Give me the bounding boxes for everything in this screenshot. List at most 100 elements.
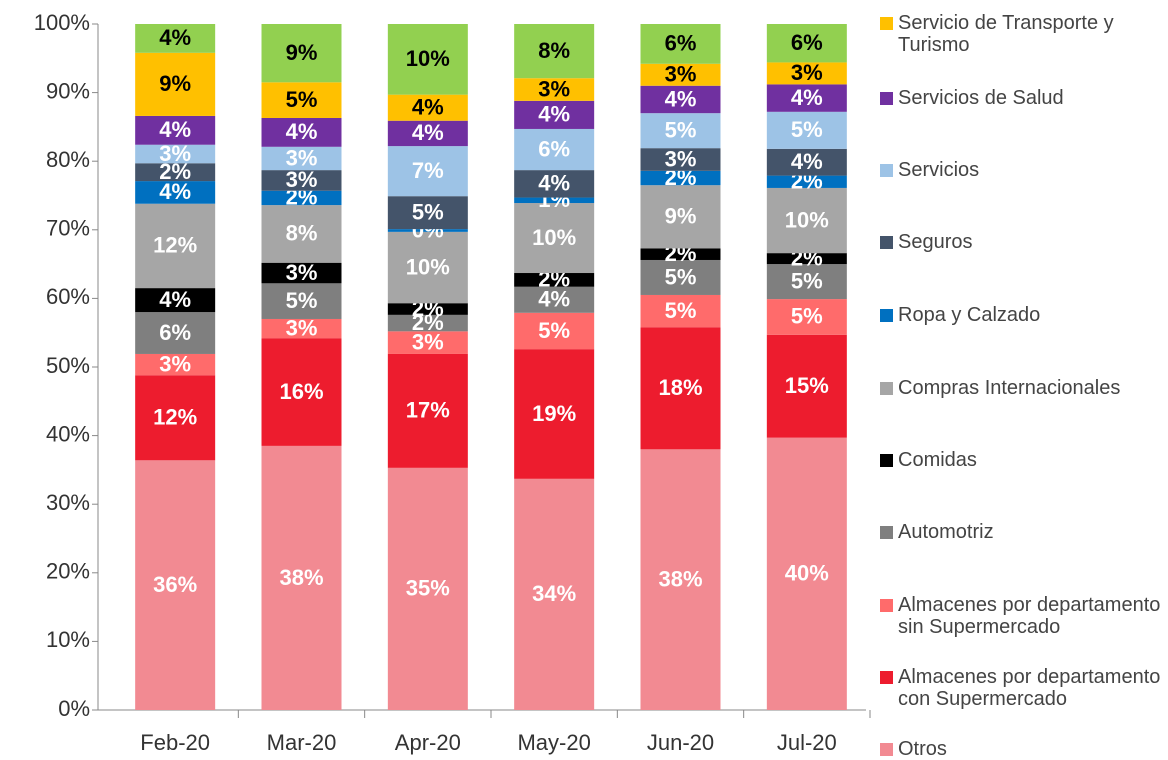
bar-segment: [766, 175, 847, 188]
legend-label: Comidas: [898, 449, 977, 471]
data-label: 3%: [665, 146, 697, 171]
bar-segment: [135, 353, 216, 376]
bar-segment: [135, 115, 216, 145]
data-label: 10%: [406, 254, 450, 279]
bar-segment: [261, 338, 342, 446]
data-label: 6%: [538, 136, 570, 161]
data-label: 4%: [665, 86, 697, 111]
data-label: 10%: [406, 46, 450, 71]
legend-swatch: [880, 309, 893, 322]
bar-segment: [135, 288, 216, 313]
bar-segment: [514, 170, 595, 198]
bar-segment: [261, 146, 342, 171]
bar-segment: [766, 334, 847, 438]
bar-segment: [387, 353, 468, 468]
data-label: 4%: [791, 85, 823, 110]
data-label: 3%: [791, 60, 823, 85]
legend-label: Automotriz: [898, 521, 994, 543]
bar-segment: [261, 190, 342, 206]
data-label: 6%: [159, 320, 191, 345]
data-label: 6%: [665, 31, 697, 56]
legend-swatch: [880, 164, 893, 177]
data-label: 4%: [159, 287, 191, 312]
data-label: 19%: [532, 401, 576, 426]
y-tick-label: 20%: [46, 559, 90, 584]
data-label: 5%: [412, 199, 444, 224]
legend-swatch: [880, 454, 893, 467]
bar-segment: [640, 294, 721, 328]
bar-segment: [640, 327, 721, 450]
data-label: 5%: [286, 87, 318, 112]
data-label: 3%: [159, 141, 191, 166]
legend-label: Seguros: [898, 231, 973, 253]
data-label: 5%: [665, 298, 697, 323]
data-label: 3%: [286, 167, 318, 192]
data-label: 12%: [153, 405, 197, 430]
x-tick-label: Jun-20: [647, 730, 714, 755]
bar-segment: [766, 299, 847, 335]
data-label: 15%: [785, 373, 829, 398]
legend-swatch: [880, 599, 893, 612]
data-label: 4%: [412, 95, 444, 120]
legend-label: Almacenes por departamento con Supermerc…: [898, 666, 1161, 710]
data-label: 10%: [785, 207, 829, 232]
bar-segment: [766, 264, 847, 300]
legend-label: Servicios: [898, 159, 980, 181]
y-tick-label: 70%: [46, 216, 90, 241]
bar-segment: [387, 196, 468, 230]
bar-segment: [514, 478, 595, 710]
bar-segment: [514, 197, 595, 204]
legend-item: Almacenes por departamento con Supermerc…: [880, 666, 1168, 710]
bar-segment: [766, 111, 847, 149]
y-tick-label: 0%: [58, 696, 90, 721]
data-label: 3%: [159, 351, 191, 376]
bar-segment: [135, 144, 216, 164]
legend-swatch: [880, 92, 893, 105]
legend-label: Compras Internacionales: [898, 377, 1121, 399]
legend-swatch: [880, 236, 893, 249]
y-tick-label: 50%: [46, 353, 90, 378]
bar-segment: [135, 375, 216, 461]
legend-item: Seguros: [880, 231, 1168, 253]
bar-segment: [135, 460, 216, 710]
bar-segment: [514, 349, 595, 479]
data-label: 3%: [286, 315, 318, 340]
x-tick-label: Mar-20: [267, 730, 337, 755]
y-tick-label: 60%: [46, 284, 90, 309]
bar-segment: [640, 248, 721, 260]
bar-segment: [640, 24, 721, 64]
bar-segment: [640, 85, 721, 114]
bar-segment: [514, 128, 595, 171]
data-label: 5%: [791, 268, 823, 293]
bar-segment: [640, 259, 721, 295]
data-label: 8%: [538, 38, 570, 63]
legend-label: Otros: [898, 738, 947, 760]
bar-segment: [261, 283, 342, 319]
y-tick-label: 40%: [46, 421, 90, 446]
bar-segment: [766, 148, 847, 176]
bar-segment: [135, 24, 216, 53]
data-label: 5%: [791, 117, 823, 142]
legend-item: Servicios: [880, 159, 1168, 181]
bar-segment: [261, 205, 342, 263]
bar-segment: [514, 24, 595, 79]
bar-segment: [135, 203, 216, 289]
data-label: 4%: [286, 119, 318, 144]
bar-segment: [514, 286, 595, 313]
bar-segment: [387, 24, 468, 95]
bar-segment: [766, 437, 847, 710]
legend-item: Comidas: [880, 449, 1168, 471]
data-label: 7%: [412, 158, 444, 183]
bar-segment: [387, 467, 468, 710]
data-label: 5%: [665, 264, 697, 289]
y-tick-label: 80%: [46, 147, 90, 172]
bar-segment: [261, 24, 342, 83]
legend-swatch: [880, 526, 893, 539]
legend-item: Compras Internacionales: [880, 377, 1168, 399]
data-label: 4%: [159, 117, 191, 142]
bar-segment: [387, 120, 468, 147]
bar-segment: [640, 185, 721, 249]
bar-segment: [640, 449, 721, 710]
bar-segment: [387, 314, 468, 332]
